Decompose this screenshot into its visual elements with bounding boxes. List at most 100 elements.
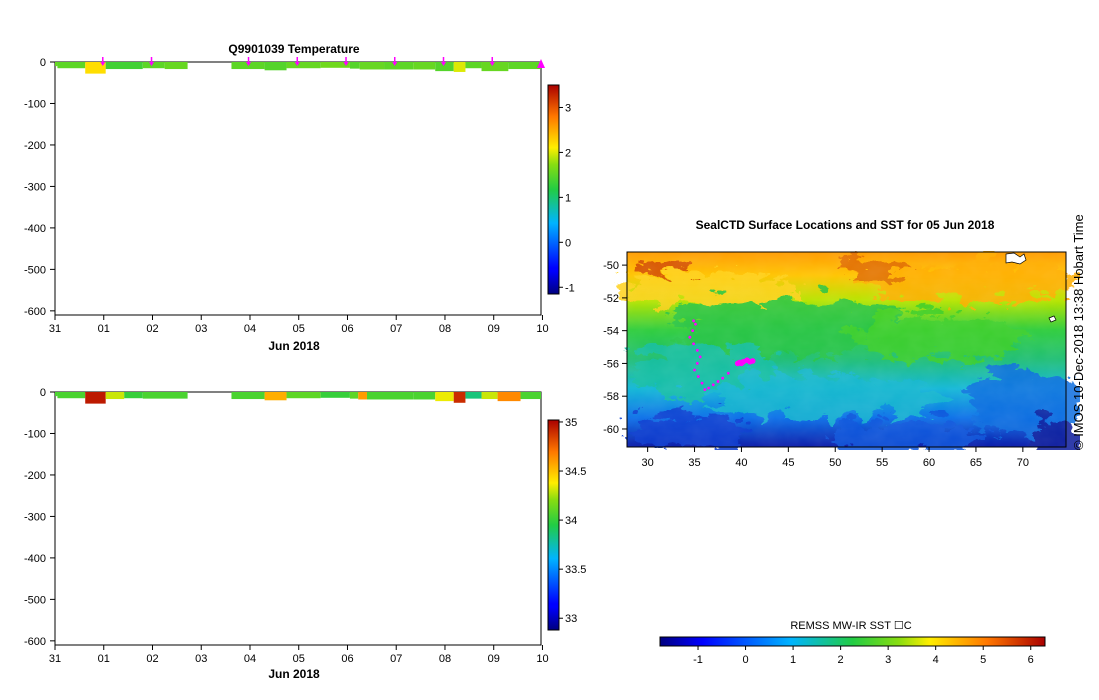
y-tick-label: 0 [40, 387, 46, 399]
temperature-x-axis: 31 01 02 03 04 05 06 07 08 09 10 [49, 315, 549, 335]
x-tick-label: 03 [195, 323, 207, 335]
x-tick-label: 02 [146, 323, 158, 335]
x-tick-label: 04 [244, 653, 256, 665]
y-tick-label: -500 [24, 264, 46, 276]
x-tick-label: 02 [146, 653, 158, 665]
seal-location-point [749, 358, 756, 364]
lon-tick-label: 40 [735, 457, 747, 469]
x-tick-label: 31 [49, 653, 61, 665]
section-bar [264, 62, 287, 71]
profile-marker-head [441, 62, 447, 66]
seal-track [688, 319, 756, 392]
lat-tick-label: -54 [603, 326, 619, 338]
section-bar [85, 392, 106, 404]
section-bar [320, 62, 350, 68]
lat-tick-label: -60 [603, 424, 619, 436]
salinity-colorbar-ticks: 33 33.5 34 34.5 35 [559, 417, 586, 625]
lat-tick-label: -58 [603, 391, 619, 403]
section-bar [286, 62, 321, 69]
colorbar-tick-label: 0 [565, 237, 571, 249]
profile-marker-head [392, 62, 398, 66]
salinity-panel: 0 -100 -200 -300 -400 -500 -600 31 01 02 03 04 05 06… [24, 387, 586, 681]
seal-location-point [726, 371, 730, 375]
section-bar [55, 392, 58, 397]
y-tick-label: -200 [24, 470, 46, 482]
colorbar-tick-label: 33.5 [565, 564, 586, 576]
land-mask [1005, 252, 1027, 265]
section-bar [435, 62, 454, 72]
section-bar [124, 392, 143, 399]
lon-tick-label: 35 [688, 457, 700, 469]
y-tick-label: -100 [24, 98, 46, 110]
y-tick-label: -400 [24, 223, 46, 235]
sst-map-lon-axis: 30 35 40 45 50 55 60 65 70 [642, 447, 1029, 469]
x-tick-label: 05 [293, 323, 305, 335]
seal-location-point [711, 383, 715, 387]
sst-colorbar-tick-label: 2 [838, 654, 844, 666]
section-bar [349, 62, 360, 69]
x-tick-label: 09 [488, 653, 500, 665]
sst-colorbar [659, 636, 1046, 647]
lon-tick-label: 30 [642, 457, 654, 469]
lon-tick-label: 70 [1017, 457, 1029, 469]
salinity-x-axis: 31 01 02 03 04 05 06 07 08 09 10 [49, 645, 549, 665]
section-bar [105, 392, 125, 400]
colorbar-tick-label: -1 [565, 282, 575, 294]
x-tick-label: 10 [536, 323, 548, 335]
x-tick-label: 07 [390, 653, 402, 665]
sst-colorbar-tick-label: 0 [742, 654, 748, 666]
x-tick-label: 10 [536, 653, 548, 665]
seal-location-point [695, 362, 699, 365]
seal-location-point [694, 322, 697, 326]
lon-tick-label: 60 [923, 457, 935, 469]
y-tick-label: -600 [24, 306, 46, 318]
profile-marker-head [343, 62, 349, 66]
section-bar [465, 392, 482, 399]
salinity-x-label: Jun 2018 [268, 667, 320, 681]
section-bar [142, 62, 165, 69]
sst-colorbar-tick-label: 1 [790, 654, 796, 666]
temperature-plot-frame [54, 61, 542, 316]
lon-tick-label: 55 [876, 457, 888, 469]
section-bar [164, 62, 188, 70]
section-bar [231, 62, 265, 70]
lat-tick-label: -52 [603, 293, 619, 305]
profile-marker-head [489, 62, 495, 66]
sst-map-frame [626, 251, 1067, 448]
seal-location-point [721, 376, 725, 380]
x-tick-label: 08 [439, 323, 451, 335]
colorbar-tick-label: 33 [565, 613, 577, 625]
y-tick-label: -200 [24, 140, 46, 152]
temperature-colorbar [547, 84, 560, 295]
temperature-title: Q9901039 Temperature [228, 42, 360, 56]
section-bar [453, 62, 466, 72]
lon-tick-label: 45 [782, 457, 794, 469]
y-tick-label: -400 [24, 553, 46, 565]
salinity-plot-frame [54, 391, 542, 646]
section-bar [358, 392, 367, 400]
sst-colorbar-tick-label: 5 [980, 654, 986, 666]
x-tick-label: 06 [341, 653, 353, 665]
colorbar-tick-label: 2 [565, 147, 571, 159]
x-tick-label: 03 [195, 653, 207, 665]
seal-location-point [716, 380, 720, 383]
y-tick-label: -100 [24, 428, 46, 440]
x-tick-label: 09 [488, 323, 500, 335]
lon-tick-label: 65 [970, 457, 982, 469]
lat-tick-label: -56 [603, 358, 619, 370]
land-mask-small [1048, 315, 1057, 323]
profile-marker [537, 59, 545, 68]
sst-field [610, 251, 1080, 450]
x-tick-label: 01 [98, 323, 110, 335]
temperature-colorbar-ticks: -1 0 1 2 3 [559, 102, 575, 294]
profile-marker-head [294, 62, 300, 66]
seal-location-point [688, 335, 692, 339]
sst-colorbar-tick-label: 4 [933, 654, 939, 666]
profile-marker-head [100, 62, 106, 66]
sst-map-lat-axis: -50 -52 -54 -56 -58 -60 [603, 260, 627, 436]
section-bar [231, 392, 265, 400]
x-tick-label: 08 [439, 653, 451, 665]
section-bar [481, 392, 498, 400]
profile-marker-head [246, 62, 252, 66]
